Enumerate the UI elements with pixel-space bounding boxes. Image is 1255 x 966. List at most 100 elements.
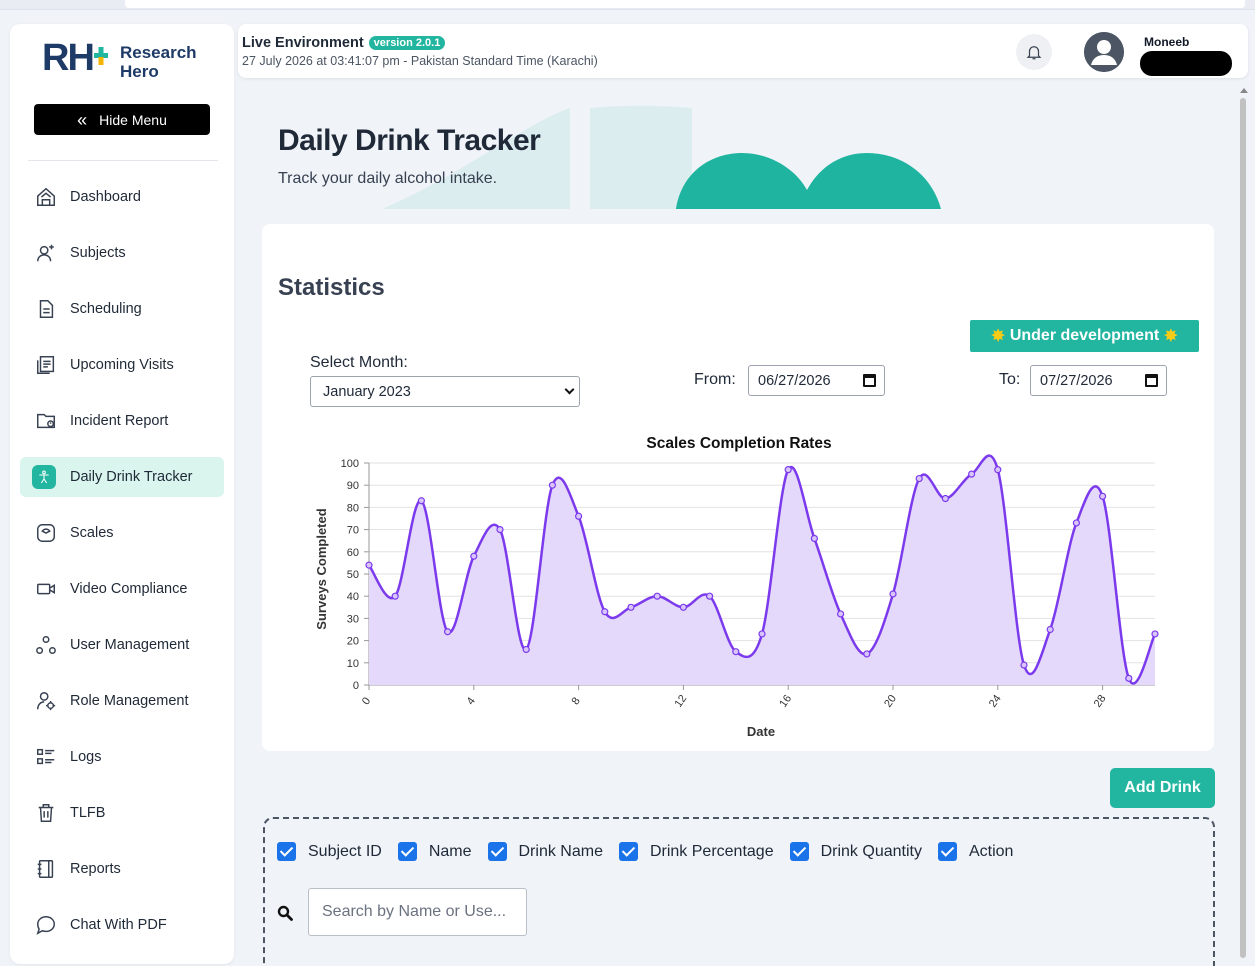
y-tick-label: 30 xyxy=(347,613,359,625)
star-icon: ✸ xyxy=(991,328,1005,345)
data-point xyxy=(470,552,478,560)
from-date-value: 06/27/2026 xyxy=(758,372,831,389)
y-tick-label: 50 xyxy=(347,569,359,581)
column-toggles: Subject ID Name Drink Name Drink Percent… xyxy=(277,842,1029,861)
search-input[interactable]: Search by Name or Use... xyxy=(308,888,527,936)
checkbox-checked[interactable] xyxy=(397,842,417,861)
column-toggle-name[interactable]: Name xyxy=(397,842,472,861)
sidebar-item-logs[interactable]: Logs xyxy=(20,729,224,785)
bell-icon xyxy=(1026,46,1042,60)
column-toggle-subject-id[interactable]: Subject ID xyxy=(277,842,382,861)
sidebar-item-label: Logs xyxy=(70,749,102,765)
to-date-value: 07/27/2026 xyxy=(1040,372,1113,389)
add-drink-button[interactable]: Add Drink xyxy=(1110,768,1215,808)
logo[interactable]: RH Research Hero xyxy=(42,37,197,86)
from-date-input[interactable]: 06/27/2026 xyxy=(748,365,885,396)
data-point xyxy=(1098,492,1107,500)
chart-x-ticks: 0 4 8 12 16 20 24 28 xyxy=(360,685,1109,710)
sidebar-item-label: Role Management xyxy=(70,693,189,709)
calendar-icon[interactable] xyxy=(863,374,876,387)
data-point xyxy=(889,590,897,598)
data-point xyxy=(1151,630,1159,638)
user-gear-icon xyxy=(34,689,58,713)
home-icon xyxy=(34,185,58,209)
avatar[interactable] xyxy=(1084,32,1124,72)
data-point xyxy=(444,628,452,636)
page-scrollbar[interactable] xyxy=(1238,84,1248,964)
logo-mark-icon: RH xyxy=(42,37,108,79)
scroll-up-arrow-icon[interactable] xyxy=(1240,88,1248,93)
data-point xyxy=(365,561,373,569)
star-icon: ✸ xyxy=(1164,328,1178,345)
chart-x-axis-label: Date xyxy=(747,724,775,739)
data-point xyxy=(836,610,845,618)
data-point xyxy=(758,630,766,638)
data-point xyxy=(706,592,714,600)
x-tick-label: 16 xyxy=(777,693,794,710)
statistics-title: Statistics xyxy=(278,274,385,301)
sidebar-item-user-management[interactable]: User Management xyxy=(20,617,224,673)
data-point xyxy=(679,603,687,611)
data-point xyxy=(575,512,583,520)
to-date-input[interactable]: 07/27/2026 xyxy=(1030,365,1167,396)
checkbox-checked[interactable] xyxy=(618,842,638,861)
notifications-button[interactable] xyxy=(1016,34,1052,70)
data-point xyxy=(391,592,399,600)
y-tick-label: 80 xyxy=(347,502,359,514)
sidebar-item-scheduling[interactable]: Scheduling xyxy=(20,281,224,337)
sidebar-item-label: Reports xyxy=(70,861,121,877)
data-point xyxy=(548,481,556,489)
data-point xyxy=(732,648,740,656)
checkbox-checked[interactable] xyxy=(487,842,507,861)
data-point xyxy=(417,497,425,505)
sidebar-item-tlfb[interactable]: TLFB xyxy=(20,785,224,841)
column-toggle-drink-percentage[interactable]: Drink Percentage xyxy=(618,842,774,861)
checkbox-checked[interactable] xyxy=(789,842,809,861)
sidebar-item-label: Scales xyxy=(70,525,114,541)
sidebar-item-subjects[interactable]: Subjects xyxy=(20,225,224,281)
logo-text-line2: Hero xyxy=(120,62,159,81)
logo-text: Research Hero xyxy=(120,43,197,81)
column-toggle-label: Drink Quantity xyxy=(820,842,922,860)
video-icon xyxy=(34,577,58,601)
current-datetime: 27 July 2026 at 03:41:07 pm - Pakistan S… xyxy=(242,54,598,68)
sidebar-item-role-management[interactable]: Role Management xyxy=(20,673,224,729)
column-toggle-action[interactable]: Action xyxy=(937,842,1013,861)
checkbox-checked[interactable] xyxy=(937,842,957,861)
month-select[interactable]: January 2023 xyxy=(310,376,580,407)
version-badge: version 2.0.1 xyxy=(368,36,446,50)
sidebar-item-incident-report[interactable]: Incident Report xyxy=(20,393,224,449)
sidebar-item-dashboard[interactable]: Dashboard xyxy=(20,169,224,225)
under-development-label: Under development xyxy=(1009,327,1160,344)
sidebar-item-chat-with-pdf[interactable]: Chat With PDF xyxy=(20,897,224,953)
trash-icon xyxy=(34,801,58,825)
sidebar-item-label: Video Compliance xyxy=(70,581,188,597)
browser-bar xyxy=(125,0,1245,8)
column-toggle-drink-quantity[interactable]: Drink Quantity xyxy=(789,842,922,861)
sidebar-item-reports[interactable]: Reports xyxy=(20,841,224,897)
x-tick-label: 12 xyxy=(673,693,690,710)
column-toggle-label: Name xyxy=(428,842,472,860)
calendar-icon[interactable] xyxy=(1145,374,1158,387)
scale-icon xyxy=(34,521,58,545)
data-point xyxy=(601,608,609,616)
column-toggle-label: Drink Name xyxy=(518,842,603,860)
sidebar-item-upcoming-visits[interactable]: Upcoming Visits xyxy=(20,337,224,393)
table-controls: Subject ID Name Drink Name Drink Percent… xyxy=(263,817,1215,966)
y-tick-label: 40 xyxy=(347,591,359,603)
data-point xyxy=(967,470,976,478)
column-toggle-drink-name[interactable]: Drink Name xyxy=(487,842,603,861)
sidebar-item-video-compliance[interactable]: Video Compliance xyxy=(20,561,224,617)
y-tick-label: 100 xyxy=(341,458,359,470)
hide-menu-button[interactable]: « Hide Menu xyxy=(34,104,210,135)
y-tick-label: 20 xyxy=(347,636,359,648)
sidebar-item-label: Chat With PDF xyxy=(70,917,167,933)
sidebar-item-scales[interactable]: Scales xyxy=(20,505,224,561)
scrollbar-thumb[interactable] xyxy=(1240,98,1246,958)
checkbox-checked[interactable] xyxy=(277,842,296,861)
browser-top-strip xyxy=(0,0,1255,10)
sidebar-divider xyxy=(28,160,218,161)
y-tick-label: 60 xyxy=(347,547,359,559)
sidebar-item-daily-drink-tracker[interactable]: Daily Drink Tracker xyxy=(20,457,224,497)
page-banner-decoration xyxy=(262,105,962,209)
